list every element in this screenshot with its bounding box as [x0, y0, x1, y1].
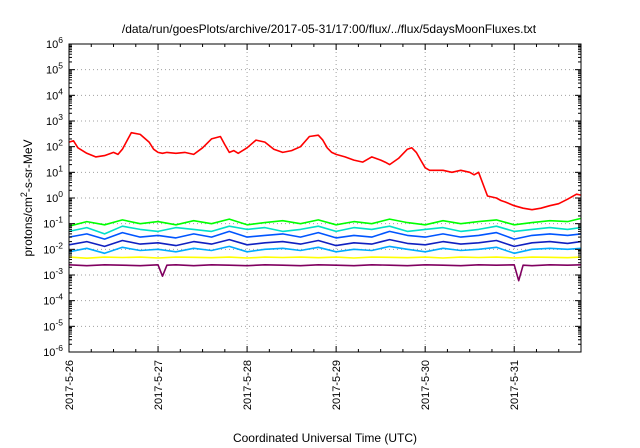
x-tick-label: 2017-5-28: [242, 360, 254, 410]
y-axis-label: protons/cm2-s-sr-MeV: [19, 139, 35, 256]
x-tick-label: 2017-5-27: [153, 360, 165, 410]
series-line-6: [68, 256, 582, 260]
x-tick-label: 2017-5-31: [509, 360, 521, 410]
series-line-2: [68, 225, 582, 235]
series-line-3: [68, 230, 582, 240]
axis-ticks: [68, 43, 582, 353]
series-line-0: [68, 131, 582, 211]
series-line-4: [68, 238, 582, 248]
x-tick-label: 2017-5-30: [420, 360, 432, 410]
series-layer: [68, 131, 582, 282]
series-line-7: [68, 263, 582, 282]
x-tick-label: 2017-5-29: [331, 360, 343, 410]
x-axis-label: Coordinated Universal Time (UTC): [233, 431, 417, 445]
chart-title: /data/run/goesPlots/archive/2017-05-31/1…: [122, 22, 537, 36]
series-line-5: [68, 245, 582, 255]
x-tick-label: 2017-5-26: [64, 360, 76, 410]
series-line-1: [68, 217, 582, 227]
x-tick-labels: 2017-5-26 2017-5-27 2017-5-28 2017-5-29 2017…: [64, 360, 521, 410]
